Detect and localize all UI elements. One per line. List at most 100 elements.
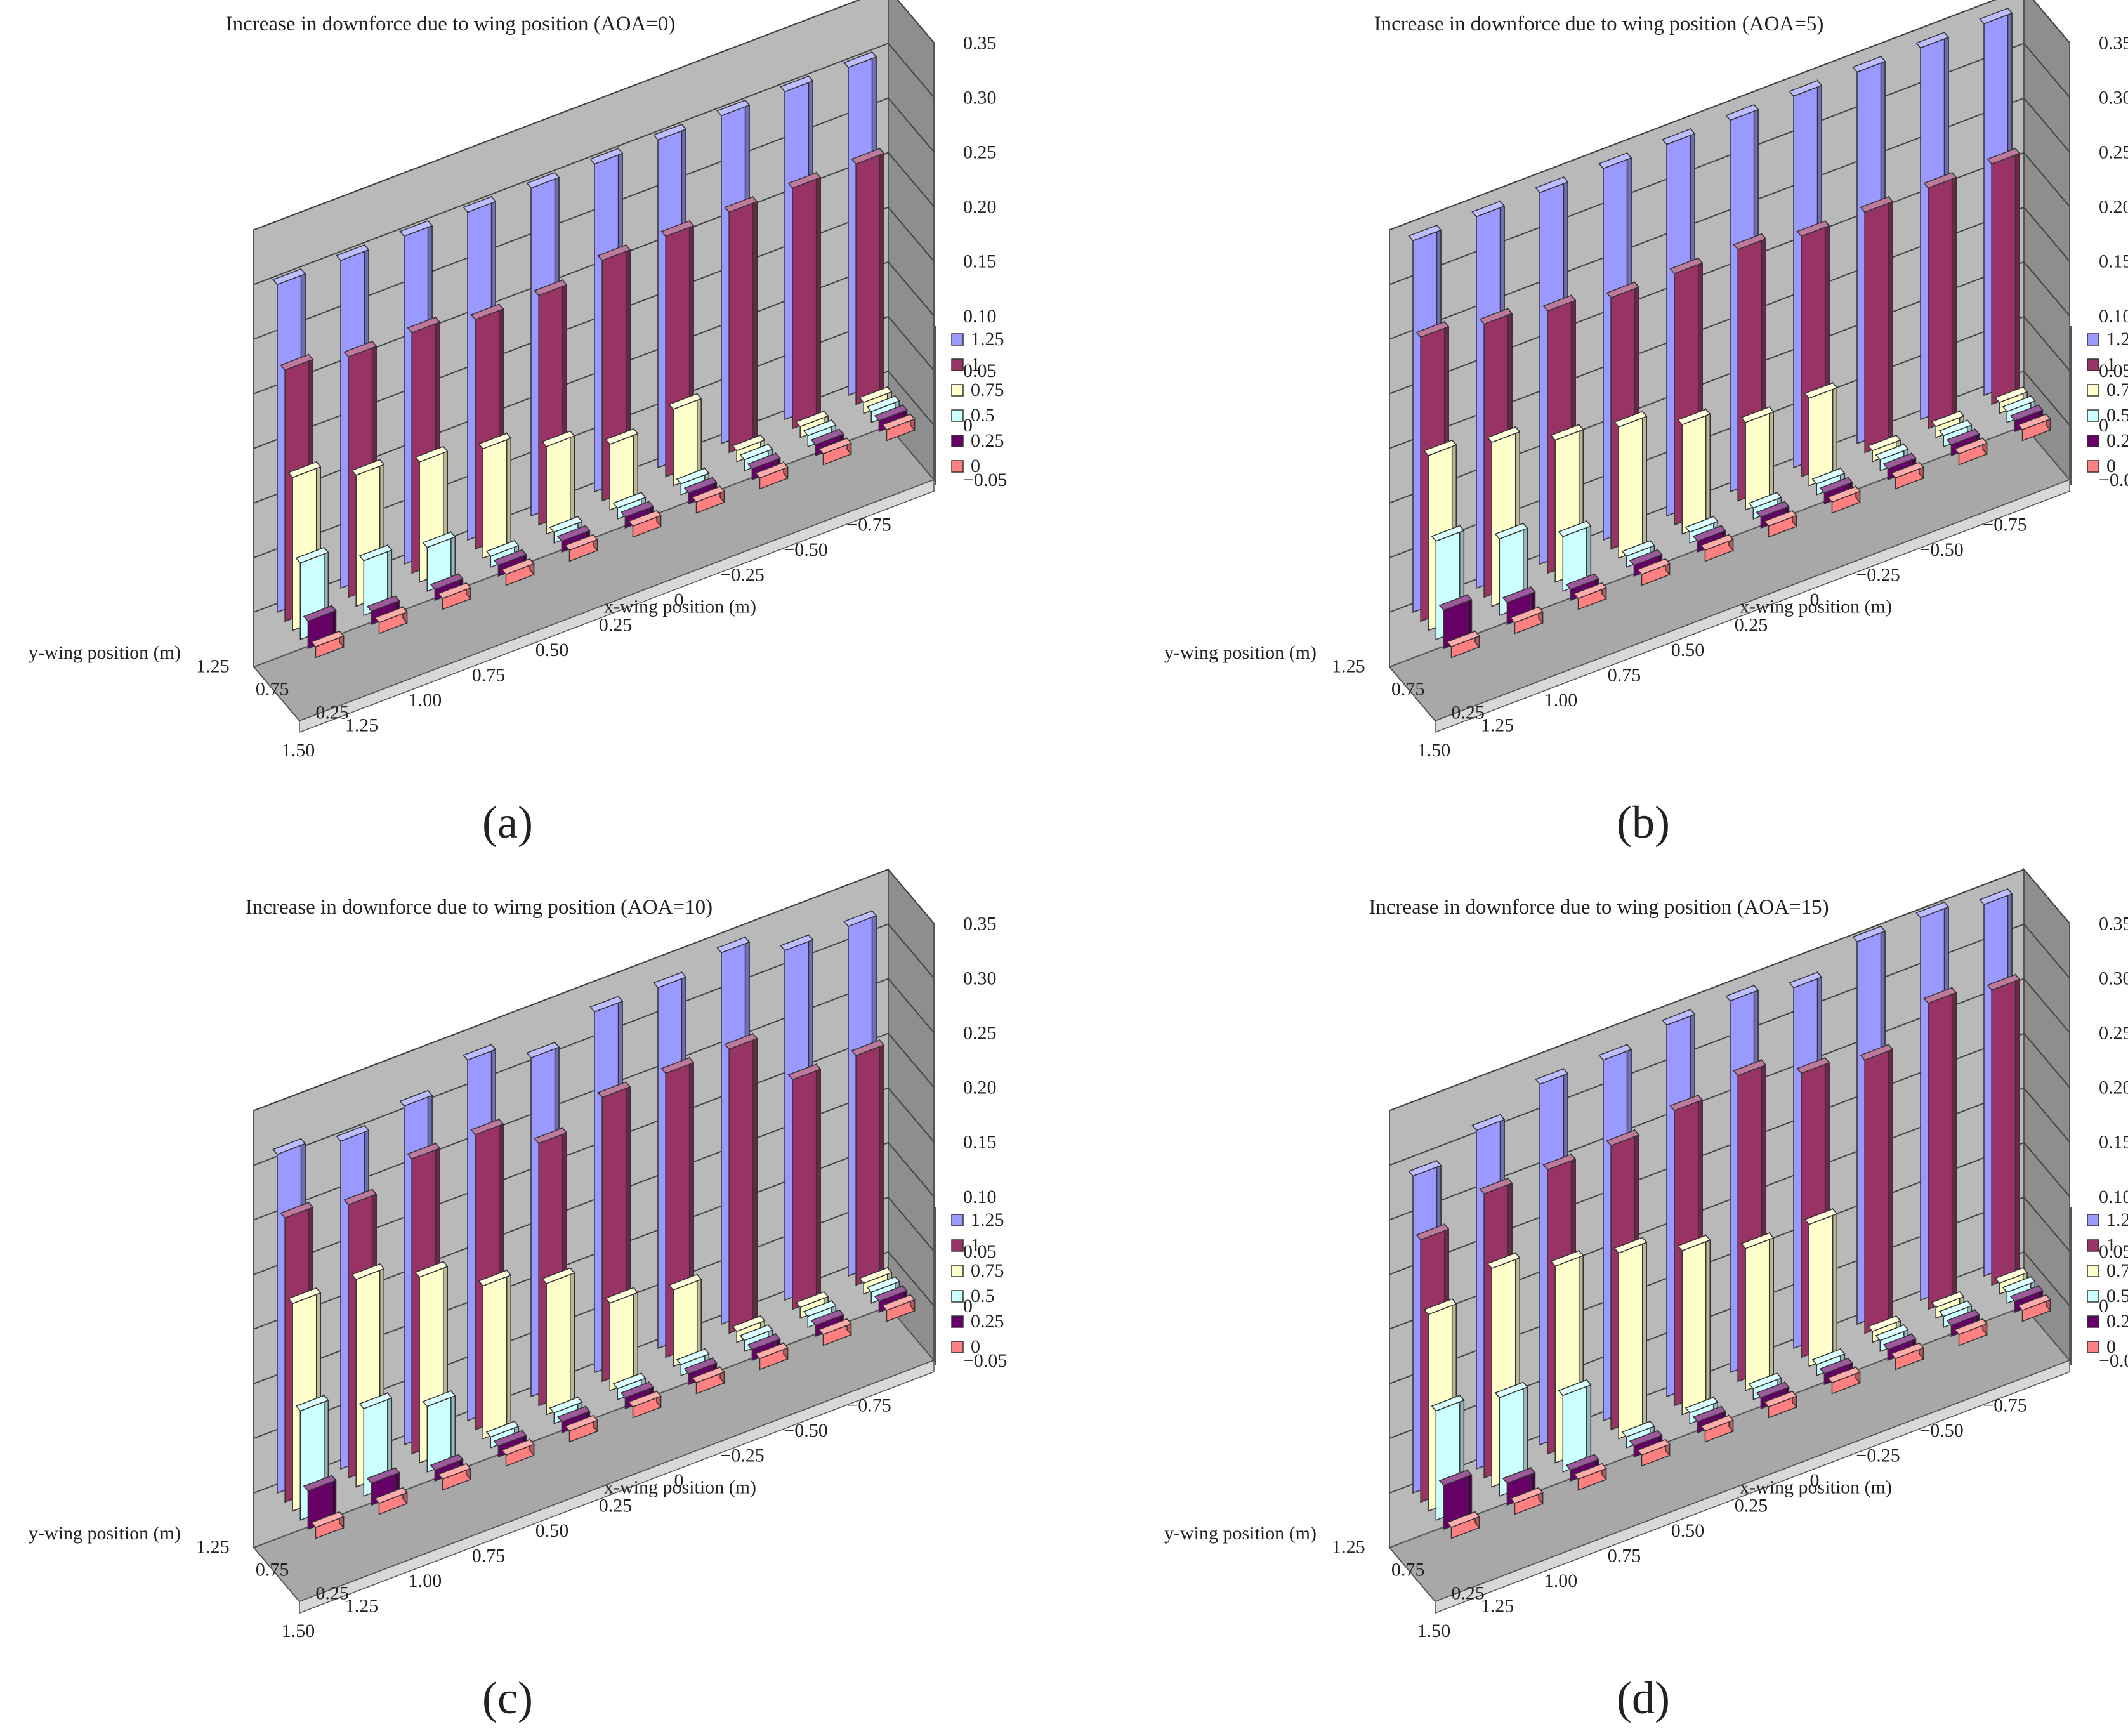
gridline (1389, 1141, 2070, 1384)
panel-label: (a) (482, 797, 533, 848)
bar-top (747, 1333, 781, 1350)
bar-0-1.5 (310, 629, 345, 659)
bar-top (1979, 888, 2013, 905)
bar-top (803, 1300, 837, 1317)
z-tick-label: 0.15 (963, 1132, 997, 1153)
bar-top (463, 196, 497, 213)
gridline (1389, 261, 2070, 504)
bar-0-0.75 (1636, 1438, 1671, 1467)
bar-side (815, 1063, 821, 1300)
bar-top (1733, 233, 1767, 251)
bar-top (1494, 1381, 1528, 1398)
y-tick-label: 0.75 (256, 678, 289, 699)
bar-side (879, 1039, 884, 1276)
bar-top (2009, 404, 2044, 421)
y-tick-label: 0.25 (1451, 1582, 1485, 1603)
bar-side (1586, 1378, 1592, 1463)
bar-0_75-0.75 (478, 1269, 512, 1440)
bar-top (1535, 176, 1569, 194)
y-tick-label: 0.75 (1391, 678, 1425, 699)
x-tick-label: 1.00 (409, 1570, 442, 1591)
y-tick-label: 0.75 (1391, 1559, 1425, 1580)
bar-top (1471, 1114, 1506, 1131)
gridline (253, 923, 935, 1166)
chart-title: Increase in downforce due to wirng posit… (246, 896, 713, 919)
bar-top (732, 435, 766, 452)
bar-top (754, 461, 789, 479)
bar-top (1565, 1454, 1599, 1471)
bar-0--0.25 (754, 461, 789, 490)
bar-top (676, 1348, 710, 1365)
bar-top (747, 452, 781, 470)
bar-top (336, 244, 370, 261)
bar-top (1415, 1223, 1450, 1240)
x-axis-label: x-wing position (m) (604, 1476, 756, 1497)
x-tick-label: −0.75 (847, 1395, 891, 1416)
bar-top (1408, 1160, 1442, 1177)
bar-top (280, 1202, 314, 1219)
bar-0_75-0.25 (605, 1286, 639, 1391)
bar-top (1867, 435, 1901, 452)
bar-1--0.25 (724, 1032, 758, 1334)
bar-top (478, 433, 512, 450)
bar-top (272, 1138, 306, 1155)
bar-top (1979, 8, 2013, 25)
bar-top (676, 468, 710, 485)
bar-top (1811, 468, 1846, 485)
x-axis-label: x-wing position (m) (1740, 1476, 1892, 1497)
gridline (253, 261, 935, 504)
legend-swatch (2087, 1239, 2099, 1252)
legend-swatch (951, 358, 964, 371)
bar-top (485, 1421, 520, 1438)
x-tick-label: 0.25 (599, 1496, 633, 1516)
x-axis-label: x-wing position (m) (604, 596, 756, 617)
bar-top (1621, 540, 1655, 557)
bar-0_5-1 (422, 1390, 456, 1473)
bar-0-1 (437, 581, 471, 610)
bar-top (851, 148, 885, 165)
gridline (253, 978, 935, 1221)
bar-top (1423, 1298, 1457, 1315)
gridline (253, 1087, 935, 1330)
chart-panel-d: 0.350.300.250.200.150.100.050−0.051.501.… (1164, 867, 2128, 1723)
x-tick-label: 0.50 (1671, 1520, 1705, 1541)
bar-top (787, 1063, 822, 1081)
bar-0_5-1.25 (1494, 1381, 1528, 1497)
legend-swatch (951, 409, 964, 422)
bar-1--0.5 (1923, 986, 1957, 1310)
chart-panel-b: 0.350.300.250.200.150.100.050−0.051.501.… (1164, 0, 2128, 848)
bar-top (795, 1291, 829, 1308)
bar-top (691, 1366, 725, 1384)
legend-label: 0.5 (2106, 405, 2128, 426)
bar-top (501, 1438, 535, 1456)
legend-label: 0.75 (971, 379, 1004, 400)
bar-0--0.5 (818, 437, 852, 466)
bar-top (660, 1057, 695, 1074)
bar-top (716, 100, 751, 117)
bar-top (1827, 485, 1861, 503)
y-axis-label: y-wing position (m) (29, 642, 181, 663)
bar-side (1467, 1468, 1473, 1520)
bar-0-0.75 (501, 557, 535, 586)
bar-top (1852, 56, 1886, 73)
bar-top (787, 172, 822, 189)
bar-side (450, 530, 456, 582)
legend-swatch (951, 1315, 964, 1328)
bar-top (843, 910, 877, 927)
bar-0--0.75 (881, 1293, 916, 1322)
bar-top (343, 341, 378, 358)
bar-1--0.75 (1987, 973, 2021, 1286)
bar-top (1598, 152, 1632, 169)
y-tick-label: 0.25 (1451, 702, 1485, 723)
x-tick-label: 1.00 (1544, 690, 1578, 711)
bar-1--0.25 (724, 195, 758, 454)
bar-side (1586, 520, 1592, 582)
z-tick-label: 0.15 (963, 251, 997, 272)
gridline (1389, 152, 2070, 395)
bar-0_75-0.5 (1677, 407, 1711, 535)
bar-top (1487, 426, 1521, 444)
bar-top (1565, 573, 1599, 590)
bar-top (556, 1405, 591, 1423)
gridline (253, 1196, 935, 1439)
bar-top (541, 430, 575, 447)
